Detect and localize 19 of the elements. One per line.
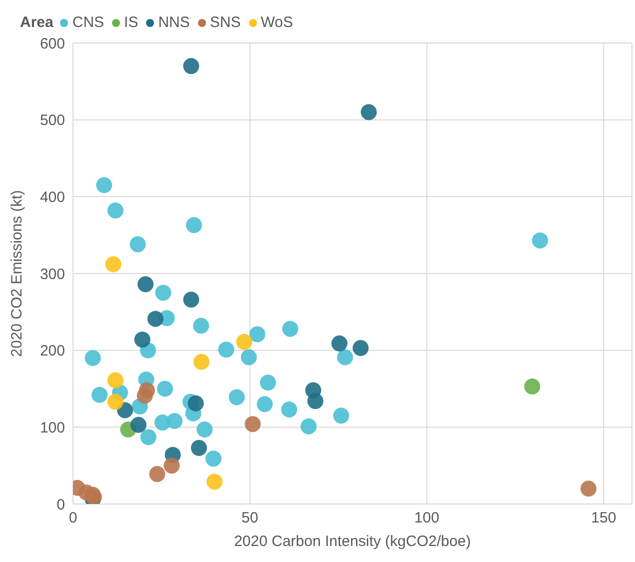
legend-label: IS [123,14,138,31]
legend-title: Area [20,14,54,31]
legend-label: WoS [260,14,293,31]
legend-label: SNS [208,14,241,31]
y-tick-label: 200 [40,342,65,360]
x-axis-title: 2020 Carbon Intensity (kgCO2/boe) [234,533,471,550]
x-tick-label: 150 [591,510,616,527]
y-tick-label: 300 [40,266,65,283]
y-tick-label: 0 [56,496,65,514]
x-tick-label: 0 [68,510,78,527]
x-tick-label: 50 [242,510,258,527]
legend-label: CNS [71,14,104,31]
x-tick-label: 100 [414,510,440,527]
y-tick-label: 600 [40,35,65,52]
legend-label: NNS [157,14,190,31]
y-tick-label: 400 [40,188,65,206]
y-axis-title: 2020 CO2 Emissions (kt) [8,190,26,357]
y-tick-label: 100 [40,419,65,436]
y-tick-label: 500 [40,112,65,130]
